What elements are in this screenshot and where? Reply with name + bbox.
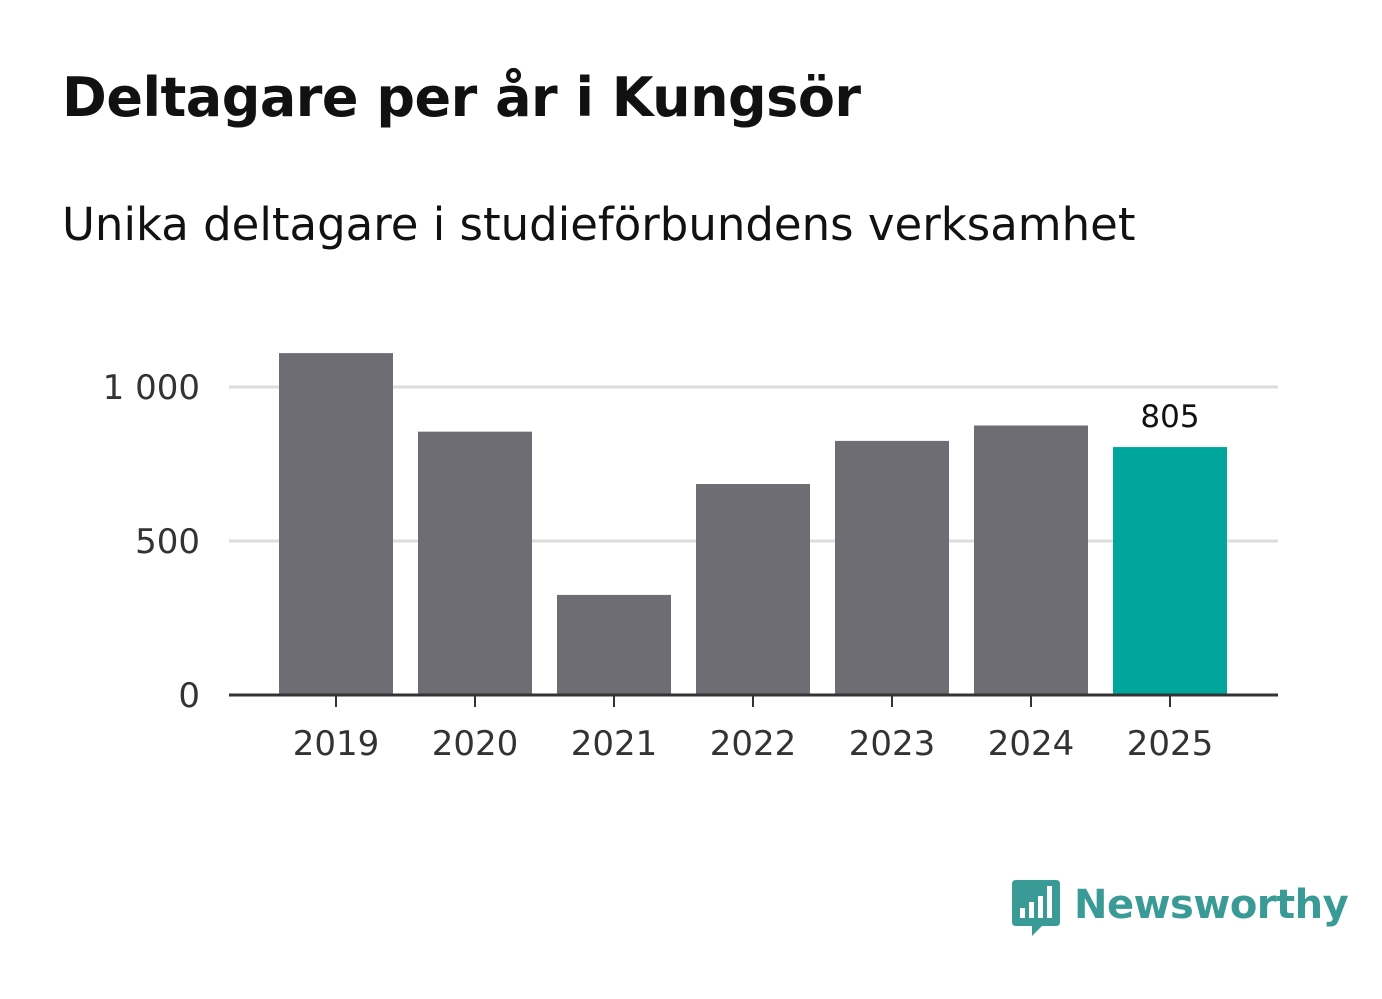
chart-subtitle: Unika deltagare i studieförbundens verks… (62, 198, 1136, 251)
y-tick-label: 500 (135, 522, 200, 562)
bar-chart-speech-bubble-icon (1012, 880, 1060, 936)
y-tick-label: 0 (178, 676, 200, 716)
bar-2019 (279, 353, 393, 695)
x-tick-label: 2020 (432, 724, 519, 764)
bar-2021 (557, 594, 671, 695)
bar-2022 (696, 484, 810, 695)
brand-name: Newsworthy (1074, 882, 1349, 928)
x-tick-label: 2023 (849, 724, 936, 764)
bar-2023 (835, 440, 949, 695)
x-tick-label: 2022 (710, 724, 797, 764)
bar-2020 (418, 431, 532, 695)
axes (229, 693, 1278, 707)
labels: 0 500 1 000 2019 2020 2021 2022 2023 2024 2025 805 (103, 368, 1214, 764)
x-tick-label: 2021 (571, 724, 658, 764)
data-label: 805 (1140, 399, 1199, 435)
bars (279, 353, 1227, 695)
bar-2024 (974, 425, 1088, 695)
y-tick-label: 1 000 (103, 368, 200, 408)
newsworthy-logo: Newsworthy (1010, 878, 1349, 938)
x-tick-label: 2019 (293, 724, 380, 764)
x-tick-label: 2025 (1127, 724, 1214, 764)
chart-title: Deltagare per år i Kungsör (62, 66, 861, 129)
bar-2025 (1113, 447, 1227, 695)
x-tick-label: 2024 (988, 724, 1075, 764)
